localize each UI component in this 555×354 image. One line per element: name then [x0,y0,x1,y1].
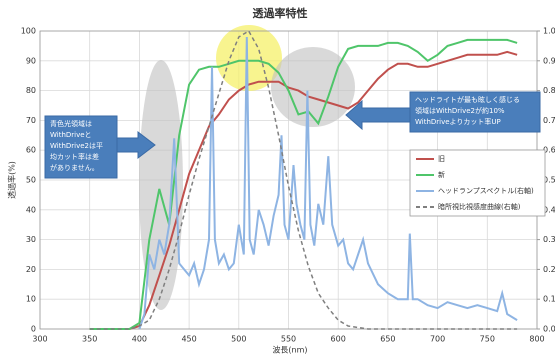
y2-tick-label: 0.8 [543,86,555,95]
annotation-text: WithDrive2は平 [50,142,103,150]
annotation-text: 領域はWithDrive2が約10% [415,106,505,115]
annotation-text: 均カット率は差 [50,152,99,161]
x-tick-label: 800 [529,335,544,344]
y2-tick-label: 0.0 [543,325,555,334]
y-tick-label: 100 [21,27,36,36]
y2-tick-label: 0.3 [543,235,555,244]
legend-box [409,149,546,217]
annotation-text: WithDriveと [50,131,92,139]
x-tick-label: 750 [480,335,495,344]
y-tick-label: 0 [31,325,36,334]
x-tick-label: 650 [380,335,395,344]
y2-tick-label: 0.4 [543,205,555,214]
y-tick-label: 90 [26,56,36,65]
y2-tick-label: 0.2 [543,265,555,274]
y-tick-label: 50 [26,176,36,185]
x-axis-label: 波長(nm) [272,345,307,354]
highlight-blue-region [139,60,183,310]
series-line [89,38,518,330]
y-tick-label: 20 [26,265,36,274]
y-tick-label: 40 [26,205,36,214]
y2-tick-label: 0.1 [543,295,555,304]
y2-tick-label: 0.7 [543,116,555,125]
y2-tick-label: 1.0 [543,27,555,36]
x-tick-label: 450 [181,335,196,344]
highlights [139,25,355,310]
y-tick-label: 70 [26,116,36,125]
annotation-text: ヘッドライトが最も眩しく感じる [415,95,520,104]
y-tick-label: 10 [26,295,36,304]
x-tick-label: 550 [281,335,296,344]
y-tick-label: 80 [26,86,36,95]
annotation-arrow [345,99,411,131]
legend-label: 新 [438,170,445,179]
legend-label: 旧 [438,155,445,163]
annotation-text: WithDriveよりカット率UP [415,117,501,126]
y2-tick-label: 0.5 [543,176,555,185]
annotation-arrow [116,130,156,160]
y2-tick-label: 0.9 [543,56,555,65]
annotation-text: がありません。 [50,163,99,172]
x-tick-label: 600 [331,335,346,344]
legend-label: 暗所視比視感度曲線(右軸) [438,202,521,211]
x-tick-label: 700 [430,335,445,344]
y2-tick-label: 0.6 [543,146,555,155]
annotation-text: 青色光領域は [50,119,92,128]
highlight-glare [271,47,355,127]
x-tick-label: 350 [82,335,97,344]
legend-label: ヘッドランプスペクトル(右軸) [438,186,534,195]
series-line [138,36,518,330]
annotation-box [44,115,118,179]
y-axis-label: 透過率(%) [7,161,17,199]
x-tick-label: 400 [132,335,147,344]
series-line [89,29,518,330]
x-tick-label: 500 [231,335,246,344]
series-line [89,50,518,330]
x-tick-label: 300 [32,335,47,344]
y-tick-label: 60 [26,146,36,155]
highlight-peak [216,25,282,91]
annotation-box [409,91,541,133]
chart-title: 透過率特性 [253,6,308,20]
y-tick-label: 30 [26,235,36,244]
